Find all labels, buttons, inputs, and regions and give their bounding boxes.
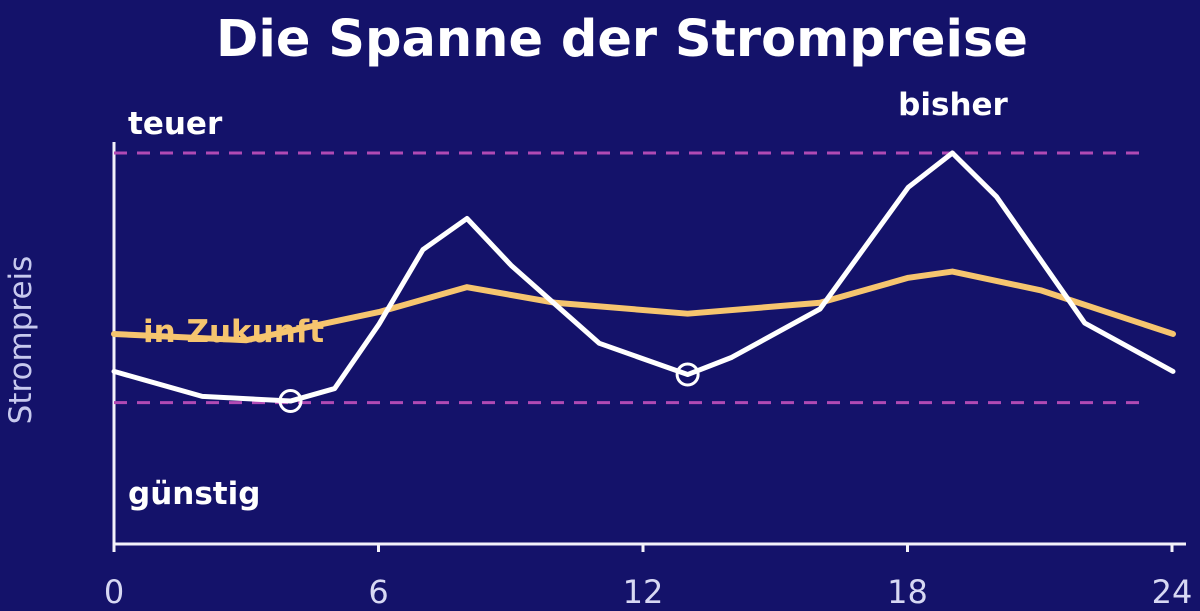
series-past-line [111, 150, 1176, 404]
series-past-label: bisher [898, 87, 1008, 123]
series-future-label: in Zukunft [143, 314, 324, 350]
reference-label-upper: teuer [128, 106, 223, 142]
x-tick-group: 0 6 12 18 24 [104, 544, 1193, 611]
price-marker-low-night [278, 389, 303, 414]
x-tick-label-24: 24 [1152, 573, 1193, 611]
price-marker-low-midday [675, 362, 700, 387]
series-future-line [111, 268, 1176, 344]
x-tick-label-6: 6 [368, 573, 388, 611]
chart-title: Die Spanne der Strompreise [216, 10, 1028, 69]
reference-label-lower: günstig [128, 476, 260, 512]
y-axis-label: Strompreis [3, 256, 39, 425]
x-tick-label-18: 18 [887, 573, 928, 611]
x-tick-label-0: 0 [104, 573, 124, 611]
x-tick-label-12: 12 [623, 573, 664, 611]
